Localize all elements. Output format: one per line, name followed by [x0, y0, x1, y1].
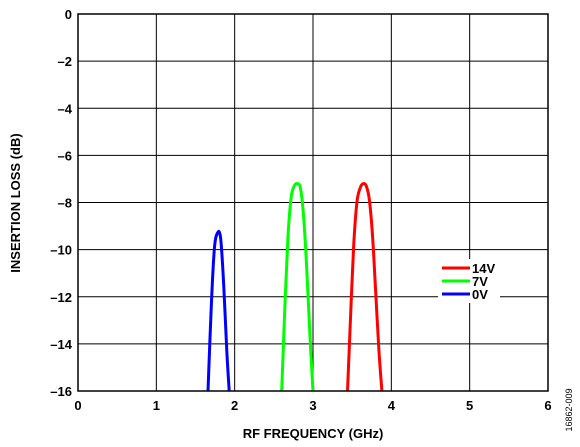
series-line-7v: [280, 182, 315, 392]
y-tick-label: –12: [50, 290, 72, 305]
y-tick-label: 0: [65, 7, 72, 22]
legend-label-0v: 0V: [472, 287, 488, 302]
grid-lines: [77, 13, 549, 392]
x-axis-title: RF FREQUENCY (GHz): [243, 426, 384, 441]
y-tick-label: –10: [50, 243, 72, 258]
y-tick-label: –6: [58, 148, 72, 163]
y-tick-label: –4: [58, 101, 73, 116]
series-line-14v: [346, 182, 384, 392]
x-tick-label: 6: [544, 398, 551, 413]
y-tick-label: –8: [58, 196, 72, 211]
series-line-0v: [206, 229, 231, 392]
legend-label-14v: 14V: [472, 261, 495, 276]
x-tick-label: 2: [231, 398, 238, 413]
y-tick-label: –14: [50, 337, 72, 352]
y-tick-label: –2: [58, 54, 72, 69]
y-tick-label: –16: [50, 384, 72, 399]
y-axis-title: INSERTION LOSS (dB): [8, 133, 23, 272]
x-tick-label: 3: [309, 398, 316, 413]
x-tick-label: 1: [153, 398, 160, 413]
x-tick-labels: 0 1 2 3 4 5 6: [74, 398, 551, 413]
legend-label-7v: 7V: [472, 274, 488, 289]
series-group: [206, 182, 384, 392]
figure-id: 16862-009: [564, 388, 574, 431]
y-tick-labels: 0 –2 –4 –6 –8 –10 –12 –14 –16: [50, 7, 72, 399]
x-tick-label: 5: [466, 398, 473, 413]
plot-frame: [77, 13, 549, 392]
x-tick-label: 0: [74, 398, 81, 413]
x-tick-label: 4: [388, 398, 396, 413]
